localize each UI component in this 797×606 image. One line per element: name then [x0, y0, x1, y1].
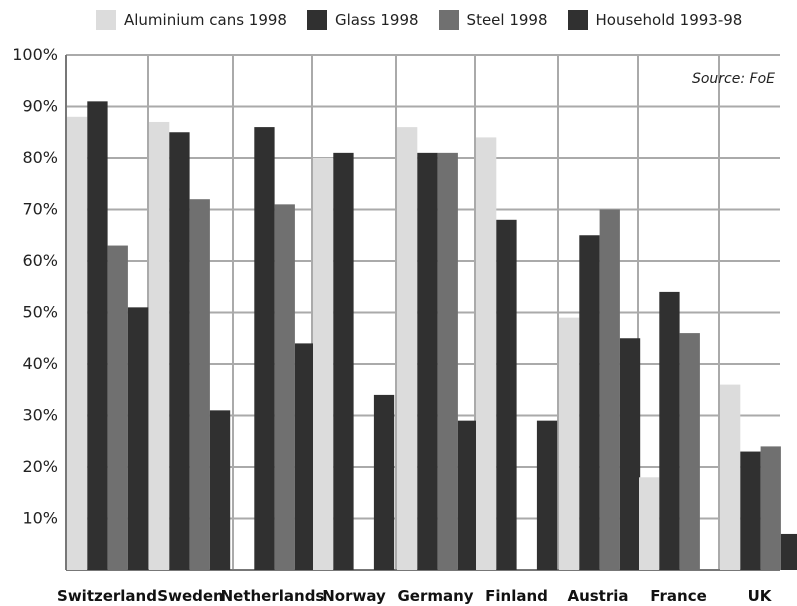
legend-swatch-glass	[306, 10, 327, 30]
source-note: Source: FoE	[691, 71, 775, 87]
bar-switzerland-2	[107, 245, 128, 571]
bar-sweden-2	[189, 199, 210, 570]
bar-uk-2	[760, 446, 781, 570]
bar-switzerland-1	[87, 101, 108, 570]
bar-france-2	[679, 333, 700, 570]
bar-norway-0	[313, 158, 334, 570]
legend-label-glass: Glass 1998	[334, 11, 419, 29]
x-tick-label: Norway	[322, 587, 386, 605]
bar-finland-1	[496, 219, 517, 571]
bar-germany-1	[417, 152, 438, 570]
x-tick-label: Finland	[485, 587, 548, 605]
legend: Aluminium cans 1998 Glass 1998 Steel 199…	[96, 10, 762, 30]
y-tick-label: 90%	[22, 97, 58, 116]
legend-label-household: Household 1993-98	[595, 11, 743, 29]
bar-austria-1	[579, 235, 600, 570]
bar-netherlands-1	[254, 127, 275, 570]
y-tick-label: 20%	[22, 457, 58, 476]
bar-sweden-0	[149, 121, 170, 570]
y-tick-label: 60%	[22, 251, 58, 270]
bar-austria-0	[559, 317, 580, 570]
x-tick-label: France	[650, 587, 707, 605]
bar-germany-2	[437, 152, 458, 570]
legend-item-aluminium: Aluminium cans 1998	[96, 10, 287, 30]
bar-netherlands-2	[274, 204, 295, 570]
bar-finland-0	[476, 137, 497, 570]
y-tick-label: 80%	[22, 148, 58, 167]
legend-item-steel: Steel 1998	[438, 10, 548, 30]
y-tick-label: 10%	[22, 509, 58, 528]
legend-swatch-household	[567, 10, 588, 30]
bar-france-0	[639, 477, 660, 570]
bar-austria-3	[619, 338, 641, 570]
x-tick-label: Switzerland	[57, 587, 157, 605]
bar-switzerland-3	[127, 307, 149, 570]
legend-swatch-aluminium	[96, 10, 116, 30]
bar-netherlands-3	[294, 343, 316, 570]
bar-germany-3	[457, 420, 479, 570]
x-tick-label: Sweden	[157, 587, 223, 605]
bar-norway-3	[373, 394, 395, 570]
bar-uk-3	[780, 533, 797, 570]
bar-uk-1	[740, 451, 761, 570]
y-tick-label: 70%	[22, 200, 58, 219]
bar-france-1	[659, 291, 680, 570]
x-tick-label: Germany	[397, 587, 473, 605]
x-tick-label: Austria	[567, 587, 628, 605]
y-tick-label: 40%	[22, 354, 58, 373]
bar-germany-0	[397, 127, 418, 570]
bar-switzerland-0	[67, 116, 88, 571]
bar-finland-3	[536, 420, 558, 570]
bar-sweden-1	[169, 132, 190, 570]
bar-norway-1	[333, 152, 354, 570]
legend-label-steel: Steel 1998	[466, 11, 548, 29]
bar-sweden-3	[209, 410, 231, 570]
y-tick-label: 100%	[12, 45, 58, 64]
y-tick-label: 30%	[22, 406, 58, 425]
bar-uk-0	[720, 384, 741, 570]
legend-item-glass: Glass 1998	[306, 10, 419, 30]
legend-item-household: Household 1993-98	[567, 10, 743, 30]
legend-swatch-steel	[438, 10, 459, 30]
x-tick-label: Netherlands	[221, 587, 325, 605]
x-tick-label: UK	[748, 587, 773, 605]
y-tick-label: 50%	[22, 303, 58, 322]
legend-label-aluminium: Aluminium cans 1998	[124, 11, 287, 29]
bar-austria-2	[599, 209, 620, 570]
